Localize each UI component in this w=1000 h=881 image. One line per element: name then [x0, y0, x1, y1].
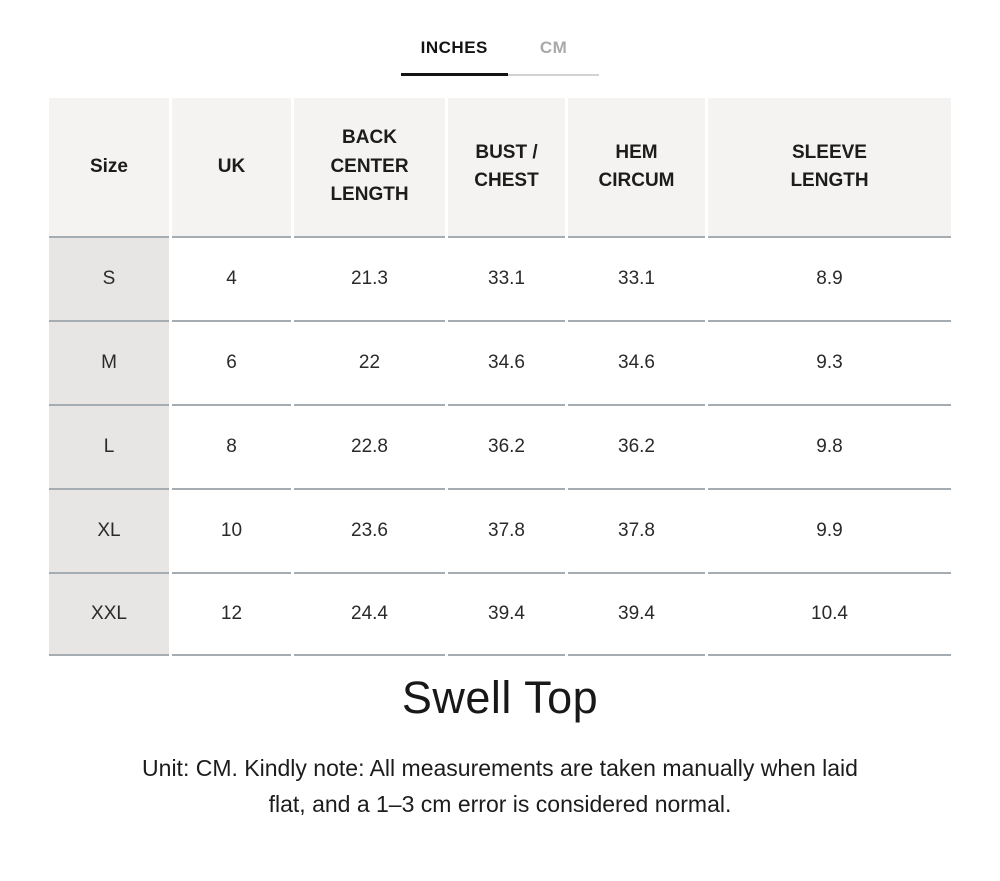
- table-cell: 8: [172, 404, 291, 488]
- header-cell-bust-chest: BUST / CHEST: [448, 98, 565, 236]
- table-cell: 21.3: [294, 236, 445, 320]
- table-cell: 33.1: [568, 236, 705, 320]
- table-cell: 37.8: [448, 488, 565, 572]
- table-cell: 9.9: [708, 488, 951, 572]
- table-cell: 24.4: [294, 572, 445, 656]
- table-cell: 4: [172, 236, 291, 320]
- table-cell: 23.6: [294, 488, 445, 572]
- table-cell: 34.6: [448, 320, 565, 404]
- size-label-cell: S: [49, 236, 169, 320]
- table-row: M 6 22 34.6 34.6 9.3: [49, 320, 951, 404]
- product-title: Swell Top: [401, 672, 599, 723]
- size-label-cell: XL: [49, 488, 169, 572]
- table-row: XL 10 23.6 37.8 37.8 9.9: [49, 488, 951, 572]
- unit-tabs: INCHES CM: [0, 38, 1000, 76]
- table-cell: 10: [172, 488, 291, 572]
- table-cell: 39.4: [448, 572, 565, 656]
- measurement-note-line2: flat, and a 1–3 cm error is considered n…: [268, 791, 732, 817]
- size-table: Size UK BACK CENTER LENGTH BUST / CHEST …: [49, 98, 951, 656]
- table-cell: 22.8: [294, 404, 445, 488]
- table-cell: 6: [172, 320, 291, 404]
- table-cell: 37.8: [568, 488, 705, 572]
- table-cell: 36.2: [568, 404, 705, 488]
- header-label: SLEEVE LENGTH: [790, 141, 869, 192]
- table-header-row: Size UK BACK CENTER LENGTH BUST / CHEST …: [49, 98, 951, 236]
- header-label: HEM CIRCUM: [598, 141, 675, 192]
- table-row: L 8 22.8 36.2 36.2 9.8: [49, 404, 951, 488]
- measurement-note-line1: Unit: CM. Kindly note: All measurements …: [142, 755, 858, 781]
- header-cell-back-center-length: BACK CENTER LENGTH: [294, 98, 445, 236]
- tab-inches[interactable]: INCHES: [400, 38, 508, 76]
- table-cell: 8.9: [708, 236, 951, 320]
- header-label: UK: [217, 155, 246, 177]
- header-cell-uk: UK: [172, 98, 291, 236]
- header-label: Size: [89, 155, 129, 177]
- table-cell: 22: [294, 320, 445, 404]
- header-cell-hem-circum: HEM CIRCUM: [568, 98, 705, 236]
- size-label-cell: XXL: [49, 572, 169, 656]
- header-label: BUST / CHEST: [474, 141, 539, 192]
- measurement-note: Unit: CM. Kindly note: All measurements …: [0, 750, 1000, 822]
- size-label-cell: L: [49, 404, 169, 488]
- tab-cm[interactable]: CM: [507, 38, 600, 76]
- table-row: XXL 12 24.4 39.4 39.4 10.4: [49, 572, 951, 656]
- table-cell: 34.6: [568, 320, 705, 404]
- table-cell: 9.8: [708, 404, 951, 488]
- size-label-cell: M: [49, 320, 169, 404]
- table-cell: 39.4: [568, 572, 705, 656]
- table-cell: 33.1: [448, 236, 565, 320]
- header-cell-size: Size: [49, 98, 169, 236]
- header-label: BACK CENTER LENGTH: [330, 127, 409, 206]
- table-cell: 12: [172, 572, 291, 656]
- table-cell: 10.4: [708, 572, 951, 656]
- table-row: S 4 21.3 33.1 33.1 8.9: [49, 236, 951, 320]
- table-cell: 36.2: [448, 404, 565, 488]
- header-cell-sleeve-length: SLEEVE LENGTH: [708, 98, 951, 236]
- table-cell: 9.3: [708, 320, 951, 404]
